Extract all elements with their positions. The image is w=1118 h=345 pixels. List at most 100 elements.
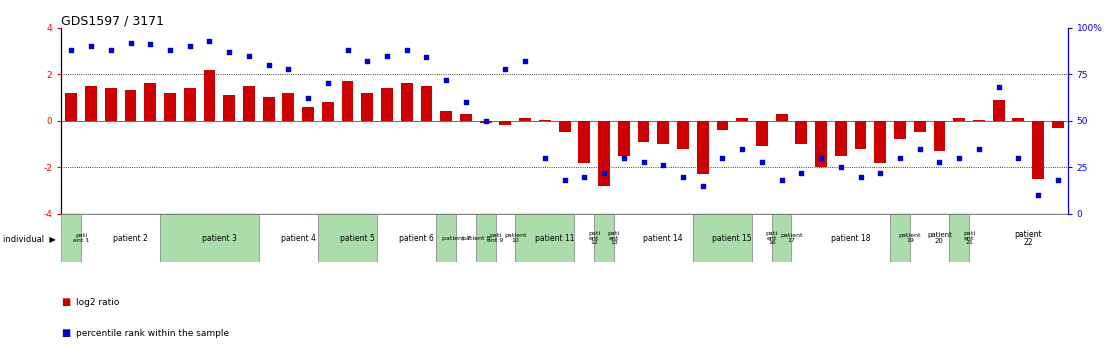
Point (891, 155, 909, 161)
Text: patient 7: patient 7 (442, 236, 471, 240)
Point (911, 146, 929, 151)
Bar (263, 97, 275, 121)
Bar (203, 69, 216, 121)
Text: log2 ratio: log2 ratio (76, 298, 120, 307)
Point (654, 163, 672, 168)
Bar (697, 121, 709, 174)
Text: patient
10: patient 10 (504, 233, 527, 243)
Bar (495, 214, 515, 262)
Text: patient
19: patient 19 (899, 233, 921, 243)
Bar (61, 214, 82, 262)
Bar (342, 81, 353, 121)
Text: patient 8: patient 8 (462, 236, 490, 240)
Bar (637, 121, 650, 142)
Bar (302, 107, 314, 121)
Bar (322, 102, 334, 121)
Text: pati
ent 1: pati ent 1 (73, 233, 89, 243)
Bar (559, 121, 570, 132)
Point (832, 165, 850, 170)
Point (556, 178, 574, 183)
Bar (815, 121, 827, 167)
Bar (890, 214, 910, 262)
Point (220, 49, 238, 55)
Bar (756, 121, 768, 146)
Point (457, 99, 475, 105)
Bar (578, 121, 590, 163)
Bar (243, 86, 255, 121)
Text: patient 6: patient 6 (399, 234, 434, 243)
Text: patient 11: patient 11 (536, 234, 575, 243)
Bar (969, 214, 1068, 262)
Point (1030, 193, 1048, 198)
Bar (973, 120, 985, 121)
Point (595, 170, 613, 176)
Bar (598, 121, 610, 186)
Point (141, 42, 159, 47)
Bar (934, 121, 946, 151)
Bar (436, 214, 456, 262)
Bar (258, 214, 318, 262)
Bar (144, 83, 157, 121)
Text: patient 15: patient 15 (712, 234, 752, 243)
Bar (954, 118, 965, 121)
Point (280, 66, 297, 71)
Bar (678, 121, 689, 149)
Bar (913, 121, 926, 132)
Point (359, 58, 377, 64)
Point (181, 43, 199, 49)
Text: individual  ▶: individual ▶ (3, 234, 56, 243)
Point (398, 47, 416, 53)
Point (773, 178, 790, 183)
Point (989, 85, 1007, 90)
Point (517, 58, 534, 64)
Point (259, 62, 277, 68)
Text: percentile rank within the sample: percentile rank within the sample (76, 329, 229, 338)
Text: patient 3: patient 3 (202, 234, 237, 243)
Bar (381, 88, 392, 121)
Text: patient
22: patient 22 (1014, 229, 1042, 247)
Bar (618, 121, 629, 156)
Point (339, 47, 357, 53)
Point (635, 159, 653, 165)
Bar (949, 214, 969, 262)
Bar (318, 214, 377, 262)
Text: patient 2: patient 2 (113, 234, 148, 243)
Bar (575, 214, 594, 262)
Bar (377, 214, 436, 262)
Text: patient 18: patient 18 (831, 234, 871, 243)
Bar (361, 93, 373, 121)
Text: patient
17: patient 17 (780, 233, 803, 243)
Text: pati
ent
16: pati ent 16 (766, 231, 778, 245)
Point (417, 55, 435, 60)
Bar (124, 90, 136, 121)
Point (1049, 178, 1067, 183)
Bar (737, 118, 748, 121)
Bar (854, 121, 866, 149)
Point (970, 146, 988, 151)
Bar (792, 214, 890, 262)
Bar (519, 118, 531, 121)
Bar (480, 121, 492, 123)
Point (122, 40, 140, 45)
Point (496, 66, 514, 71)
Bar (66, 93, 77, 121)
Text: ■: ■ (61, 328, 70, 338)
Point (950, 155, 968, 161)
Text: patient 5: patient 5 (340, 234, 375, 243)
Bar (160, 214, 258, 262)
Bar (795, 121, 807, 144)
Point (476, 118, 494, 124)
Point (674, 174, 692, 179)
Point (752, 159, 770, 165)
Bar (657, 121, 670, 144)
Bar (456, 214, 476, 262)
Bar (476, 214, 495, 262)
Bar (459, 114, 472, 121)
Text: pati
ent
21: pati ent 21 (963, 231, 975, 245)
Text: patient 4: patient 4 (281, 234, 315, 243)
Point (161, 47, 179, 53)
Bar (105, 88, 116, 121)
Bar (183, 88, 196, 121)
Bar (539, 120, 551, 121)
Point (102, 47, 120, 53)
